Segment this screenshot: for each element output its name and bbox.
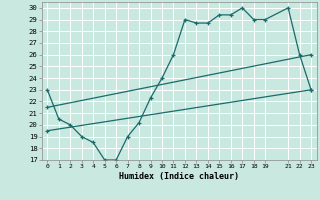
X-axis label: Humidex (Indice chaleur): Humidex (Indice chaleur) <box>119 172 239 181</box>
